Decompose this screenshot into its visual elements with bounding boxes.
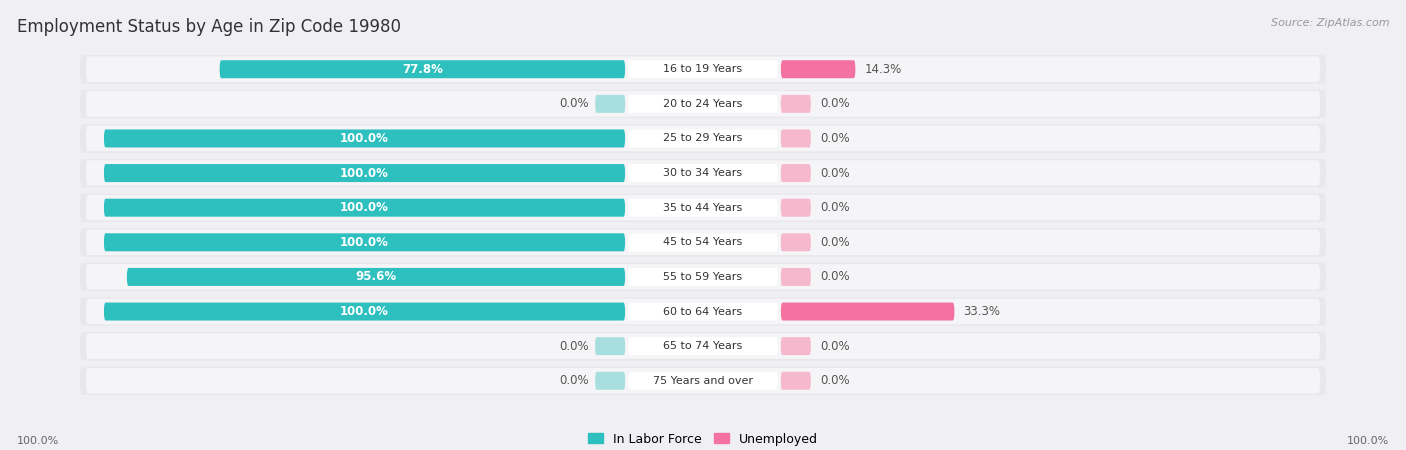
FancyBboxPatch shape	[104, 302, 626, 320]
FancyBboxPatch shape	[104, 233, 626, 251]
FancyBboxPatch shape	[780, 164, 811, 182]
FancyBboxPatch shape	[780, 60, 855, 78]
FancyBboxPatch shape	[595, 337, 626, 355]
Text: 0.0%: 0.0%	[820, 166, 849, 180]
Text: 100.0%: 100.0%	[340, 305, 389, 318]
Text: 0.0%: 0.0%	[560, 374, 589, 387]
Text: Source: ZipAtlas.com: Source: ZipAtlas.com	[1271, 18, 1389, 28]
FancyBboxPatch shape	[86, 368, 1320, 394]
FancyBboxPatch shape	[80, 228, 1326, 256]
Text: 0.0%: 0.0%	[820, 132, 849, 145]
FancyBboxPatch shape	[595, 95, 626, 113]
FancyBboxPatch shape	[127, 268, 626, 286]
Text: 65 to 74 Years: 65 to 74 Years	[664, 341, 742, 351]
Text: 0.0%: 0.0%	[560, 97, 589, 110]
Text: 60 to 64 Years: 60 to 64 Years	[664, 306, 742, 316]
Text: 0.0%: 0.0%	[820, 374, 849, 387]
FancyBboxPatch shape	[628, 199, 778, 217]
FancyBboxPatch shape	[80, 90, 1326, 118]
Text: 100.0%: 100.0%	[340, 166, 389, 180]
Legend: In Labor Force, Unemployed: In Labor Force, Unemployed	[588, 432, 818, 446]
Text: 0.0%: 0.0%	[820, 270, 849, 284]
FancyBboxPatch shape	[628, 372, 778, 390]
FancyBboxPatch shape	[628, 268, 778, 286]
FancyBboxPatch shape	[80, 367, 1326, 395]
FancyBboxPatch shape	[104, 199, 626, 217]
FancyBboxPatch shape	[780, 233, 811, 251]
Text: 33.3%: 33.3%	[963, 305, 1001, 318]
FancyBboxPatch shape	[86, 264, 1320, 290]
FancyBboxPatch shape	[86, 126, 1320, 151]
FancyBboxPatch shape	[780, 372, 811, 390]
FancyBboxPatch shape	[628, 130, 778, 148]
Text: 75 Years and over: 75 Years and over	[652, 376, 754, 386]
Text: 25 to 29 Years: 25 to 29 Years	[664, 134, 742, 144]
FancyBboxPatch shape	[86, 333, 1320, 359]
Text: 100.0%: 100.0%	[340, 201, 389, 214]
Text: 100.0%: 100.0%	[340, 132, 389, 145]
FancyBboxPatch shape	[86, 299, 1320, 324]
FancyBboxPatch shape	[104, 130, 626, 148]
FancyBboxPatch shape	[80, 263, 1326, 291]
FancyBboxPatch shape	[628, 337, 778, 355]
Text: 20 to 24 Years: 20 to 24 Years	[664, 99, 742, 109]
FancyBboxPatch shape	[80, 55, 1326, 83]
Text: 0.0%: 0.0%	[560, 340, 589, 353]
FancyBboxPatch shape	[80, 332, 1326, 360]
FancyBboxPatch shape	[780, 302, 955, 320]
FancyBboxPatch shape	[80, 124, 1326, 153]
Text: 100.0%: 100.0%	[17, 436, 59, 446]
FancyBboxPatch shape	[595, 372, 626, 390]
Text: 77.8%: 77.8%	[402, 63, 443, 76]
FancyBboxPatch shape	[780, 130, 811, 148]
FancyBboxPatch shape	[628, 302, 778, 320]
FancyBboxPatch shape	[780, 268, 811, 286]
Text: 35 to 44 Years: 35 to 44 Years	[664, 202, 742, 213]
Text: 0.0%: 0.0%	[820, 97, 849, 110]
Text: 30 to 34 Years: 30 to 34 Years	[664, 168, 742, 178]
Text: 100.0%: 100.0%	[1347, 436, 1389, 446]
FancyBboxPatch shape	[219, 60, 626, 78]
FancyBboxPatch shape	[780, 337, 811, 355]
FancyBboxPatch shape	[86, 91, 1320, 117]
Text: 95.6%: 95.6%	[356, 270, 396, 284]
FancyBboxPatch shape	[628, 95, 778, 113]
FancyBboxPatch shape	[628, 233, 778, 251]
FancyBboxPatch shape	[80, 159, 1326, 187]
Text: 14.3%: 14.3%	[865, 63, 901, 76]
FancyBboxPatch shape	[780, 199, 811, 217]
FancyBboxPatch shape	[86, 195, 1320, 220]
Text: 55 to 59 Years: 55 to 59 Years	[664, 272, 742, 282]
FancyBboxPatch shape	[80, 194, 1326, 222]
FancyBboxPatch shape	[86, 160, 1320, 186]
FancyBboxPatch shape	[80, 297, 1326, 326]
FancyBboxPatch shape	[86, 56, 1320, 82]
Text: 0.0%: 0.0%	[820, 340, 849, 353]
Text: 100.0%: 100.0%	[340, 236, 389, 249]
FancyBboxPatch shape	[628, 164, 778, 182]
FancyBboxPatch shape	[104, 164, 626, 182]
FancyBboxPatch shape	[628, 60, 778, 78]
Text: 45 to 54 Years: 45 to 54 Years	[664, 237, 742, 248]
FancyBboxPatch shape	[86, 230, 1320, 255]
Text: 16 to 19 Years: 16 to 19 Years	[664, 64, 742, 74]
Text: 0.0%: 0.0%	[820, 236, 849, 249]
Text: Employment Status by Age in Zip Code 19980: Employment Status by Age in Zip Code 199…	[17, 18, 401, 36]
Text: 0.0%: 0.0%	[820, 201, 849, 214]
FancyBboxPatch shape	[780, 95, 811, 113]
